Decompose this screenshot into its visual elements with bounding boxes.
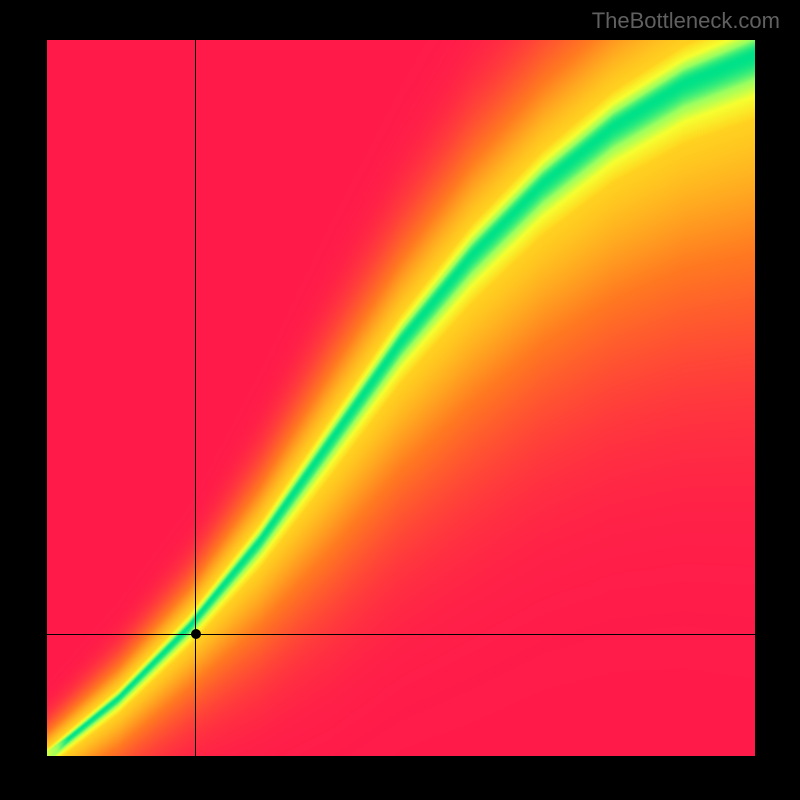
heatmap-canvas: [47, 40, 755, 756]
crosshair-vertical: [195, 40, 196, 756]
crosshair-horizontal: [47, 634, 755, 635]
crosshair-marker: [191, 629, 201, 639]
watermark-text: TheBottleneck.com: [592, 8, 780, 34]
chart-container: TheBottleneck.com: [0, 0, 800, 800]
